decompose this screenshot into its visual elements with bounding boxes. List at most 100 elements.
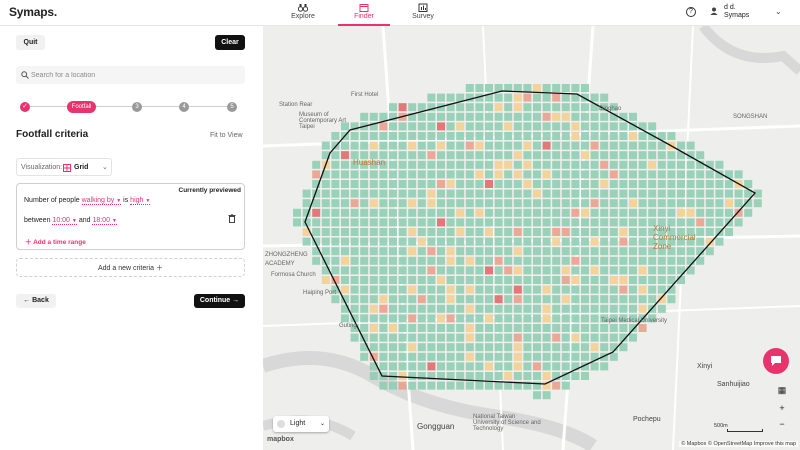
caret-down-icon: ▼ [145,198,151,204]
grid-cell [686,247,695,256]
grid-cell [581,304,589,313]
grid-cell [341,295,349,304]
grid-cell [581,199,589,208]
grid-cell [504,103,513,112]
grid-cell [552,132,561,140]
grid-cell [427,314,436,323]
grid-cell [581,343,589,352]
help-icon[interactable]: ? [686,7,696,17]
mode-select[interactable]: walking by ▼ [81,197,122,205]
grid-cell [600,180,609,188]
grid-cell [331,295,340,304]
step-5[interactable]: 5 [227,102,237,112]
chevron-down-icon[interactable]: ⌄ [775,7,782,16]
grid-cell [629,247,637,256]
grid-cell [600,343,609,352]
grid-cell [705,208,714,217]
grid-cell [657,189,666,198]
grid-cell [427,266,436,275]
grid-cell [437,343,445,352]
grid-cell [369,314,378,323]
brand-logo[interactable]: Symaps. [9,5,57,19]
grid-cell [446,151,455,160]
grid-cell [369,151,378,160]
grid-cell [446,141,455,150]
continue-button[interactable]: Continue → [194,294,245,308]
trash-icon[interactable] [228,214,236,223]
tab-finder[interactable]: Finder [338,0,390,26]
layers-grid-icon[interactable]: ▦ [777,385,787,395]
tab-explore[interactable]: Explore [277,0,329,26]
grid-cell [485,151,493,160]
add-time-range-button[interactable]: ＋ Add a time range [25,236,86,246]
search-icon [21,71,29,79]
grid-cell [648,237,657,246]
grid-cell [533,333,541,342]
grid-cell [427,352,436,361]
grid-cell [417,333,426,342]
grid-cell [638,208,647,217]
grid-cell [475,295,484,304]
level-select[interactable]: high ▼ [130,197,151,205]
chat-button[interactable] [763,348,789,374]
mapbox-logo[interactable]: mapbox [267,436,294,443]
grid-cell [552,103,561,112]
grid-cell [609,208,618,217]
grid-cell [369,362,378,371]
grid-cell [552,151,561,160]
clear-button[interactable]: Clear [215,35,245,50]
zoom-out-button[interactable]: − [779,419,785,429]
grid-cell [533,122,541,131]
grid-cell [341,304,349,313]
grid-cell [379,381,388,390]
grid-cell [456,228,465,236]
step-footfall[interactable]: Footfall [67,101,96,113]
visualization-select[interactable]: Visualization: Grid ⌄ [16,158,112,176]
grid-cell [705,247,714,256]
grid-cell [571,189,580,198]
grid-cell [581,84,589,92]
grid-cell [629,276,637,284]
grid-cell [657,208,666,217]
grid-cell [379,295,388,304]
tab-survey[interactable]: Survey [397,0,449,26]
grid-cell [561,160,570,169]
time-from-select[interactable]: 10:00 ▼ [52,217,77,225]
map-attribution[interactable]: © Mapbox © OpenStreetMap Improve this ma… [679,441,798,447]
check-icon[interactable]: ✓ [20,102,30,112]
fit-to-view-link[interactable]: Fit to View [210,132,243,139]
grid-cell [590,208,599,217]
map-theme-select[interactable]: Light ⌄ [273,416,329,432]
grid-cell [350,228,359,236]
grid-cell [360,266,369,275]
grid-cell [523,189,532,198]
grid-cell [456,324,465,332]
grid-cell [465,276,474,284]
grid-cell [379,122,388,131]
search-input[interactable] [31,69,241,81]
grid-cell [686,256,695,265]
grid-cell [581,295,589,304]
zoom-in-button[interactable]: + [779,403,785,413]
grid-cell [427,141,436,150]
grid-cell [552,276,561,284]
grid-cell [369,141,378,150]
grid-cell [398,381,407,390]
grid-cell [523,103,532,112]
grid-cell [638,160,647,169]
quit-button[interactable]: Quit [16,35,45,50]
step-4[interactable]: 4 [179,102,189,112]
grid-cell [504,189,513,198]
grid-cell [465,112,474,121]
grid-cell [389,304,397,313]
grid-cell [648,266,657,275]
grid-cell [465,84,474,92]
grid-cell [609,160,618,169]
map-view[interactable]: Station Rear Museum of Contemporary Art … [263,26,800,450]
back-button[interactable]: ← Back [16,294,56,308]
time-to-select[interactable]: 18:00 ▼ [92,217,117,225]
add-criteria-button[interactable]: Add a new criteria ＋ [16,258,245,277]
step-3[interactable]: 3 [132,102,142,112]
grid-cell [465,208,474,217]
grid-cell [677,276,685,284]
